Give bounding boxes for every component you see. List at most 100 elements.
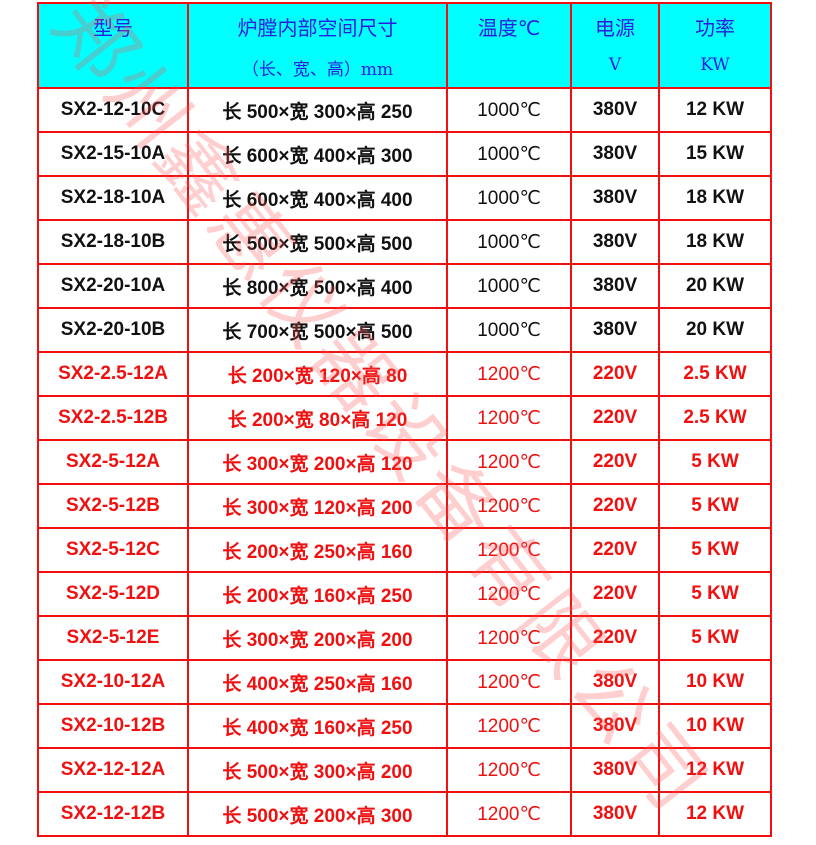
size-cell: 长 300×宽 200×高 120: [187, 439, 448, 485]
voltage-cell: 380V: [570, 263, 660, 309]
size-cell: 长 600×宽 400×高 400: [187, 175, 448, 221]
table-row: SX2-10-12A 长 400×宽 250×高 160 1200℃ 380V 10 K…: [37, 659, 772, 705]
voltage-cell: 380V: [570, 87, 660, 133]
temp-cell: 1200℃: [446, 659, 572, 705]
table-row: SX2-12-12A 长 500×宽 300×高 200 1200℃ 380V 12 K…: [37, 747, 772, 793]
voltage-cell: 220V: [570, 395, 660, 441]
table-row: SX2-2.5-12A 长 200×宽 120×高 80 1200℃ 220V 2.5 …: [37, 351, 772, 397]
voltage-cell: 380V: [570, 307, 660, 353]
temp-cell: 1200℃: [446, 791, 572, 837]
size-cell: 长 200×宽 250×高 160: [187, 527, 448, 573]
power-cell: 20 KW: [658, 263, 772, 309]
header-row: 型号 炉膛内部空间尺寸 （长、宽、高）mm 温度℃ 电源 V 功率 KW: [37, 2, 772, 89]
power-cell: 5 KW: [658, 571, 772, 617]
header-voltage: 电源 V: [570, 2, 660, 89]
power-cell: 2.5 KW: [658, 351, 772, 397]
power-cell: 5 KW: [658, 527, 772, 573]
model-cell: SX2-18-10B: [37, 219, 189, 265]
model-cell: SX2-2.5-12A: [37, 351, 189, 397]
temp-cell: 1200℃: [446, 615, 572, 661]
power-cell: 5 KW: [658, 483, 772, 529]
voltage-cell: 380V: [570, 219, 660, 265]
voltage-cell: 380V: [570, 131, 660, 177]
power-cell: 15 KW: [658, 131, 772, 177]
table-row: SX2-5-12C 长 200×宽 250×高 160 1200℃ 220V 5 KW: [37, 527, 772, 573]
size-cell: 长 800×宽 500×高 400: [187, 263, 448, 309]
model-cell: SX2-20-10A: [37, 263, 189, 309]
temp-cell: 1200℃: [446, 351, 572, 397]
header-model: 型号: [37, 2, 189, 89]
voltage-cell: 220V: [570, 571, 660, 617]
voltage-cell: 220V: [570, 527, 660, 573]
voltage-cell: 220V: [570, 351, 660, 397]
temp-cell: 1200℃: [446, 703, 572, 749]
spec-table: 型号 炉膛内部空间尺寸 （长、宽、高）mm 温度℃ 电源 V 功率 KW SX2-12…: [37, 2, 772, 837]
temp-cell: 1000℃: [446, 219, 572, 265]
model-cell: SX2-20-10B: [37, 307, 189, 353]
temp-cell: 1200℃: [446, 395, 572, 441]
table-row: SX2-18-10B 长 500×宽 500×高 500 1000℃ 380V 18 K…: [37, 219, 772, 265]
voltage-cell: 380V: [570, 703, 660, 749]
model-cell: SX2-5-12E: [37, 615, 189, 661]
model-cell: SX2-10-12B: [37, 703, 189, 749]
table-row: SX2-5-12E 长 300×宽 200×高 200 1200℃ 220V 5 KW: [37, 615, 772, 661]
model-cell: SX2-12-12B: [37, 791, 189, 837]
header-temp: 温度℃: [446, 2, 572, 89]
model-cell: SX2-18-10A: [37, 175, 189, 221]
table-row: SX2-12-10C 长 500×宽 300×高 250 1000℃ 380V 12 K…: [37, 87, 772, 133]
voltage-cell: 380V: [570, 791, 660, 837]
voltage-cell: 220V: [570, 439, 660, 485]
table-row: SX2-20-10A 长 800×宽 500×高 400 1000℃ 380V 20 K…: [37, 263, 772, 309]
table-row: SX2-18-10A 长 600×宽 400×高 400 1000℃ 380V 18 K…: [37, 175, 772, 221]
power-cell: 12 KW: [658, 87, 772, 133]
temp-cell: 1000℃: [446, 87, 572, 133]
size-cell: 长 400×宽 160×高 250: [187, 703, 448, 749]
size-cell: 长 500×宽 200×高 300: [187, 791, 448, 837]
model-cell: SX2-5-12D: [37, 571, 189, 617]
power-cell: 20 KW: [658, 307, 772, 353]
power-cell: 12 KW: [658, 791, 772, 837]
size-cell: 长 700×宽 500×高 500: [187, 307, 448, 353]
table-row: SX2-5-12A 长 300×宽 200×高 120 1200℃ 220V 5 KW: [37, 439, 772, 485]
header-power: 功率 KW: [658, 2, 772, 89]
power-cell: 10 KW: [658, 703, 772, 749]
table-row: SX2-12-12B 长 500×宽 200×高 300 1200℃ 380V 12 K…: [37, 791, 772, 837]
size-cell: 长 400×宽 250×高 160: [187, 659, 448, 705]
model-cell: SX2-12-12A: [37, 747, 189, 793]
size-cell: 长 200×宽 80×高 120: [187, 395, 448, 441]
voltage-cell: 220V: [570, 483, 660, 529]
temp-cell: 1000℃: [446, 263, 572, 309]
size-cell: 长 500×宽 300×高 200: [187, 747, 448, 793]
power-cell: 18 KW: [658, 219, 772, 265]
temp-cell: 1000℃: [446, 307, 572, 353]
model-cell: SX2-12-10C: [37, 87, 189, 133]
table-row: SX2-10-12B 长 400×宽 160×高 250 1200℃ 380V 10 K…: [37, 703, 772, 749]
power-cell: 10 KW: [658, 659, 772, 705]
power-cell: 18 KW: [658, 175, 772, 221]
voltage-cell: 220V: [570, 615, 660, 661]
temp-cell: 1200℃: [446, 439, 572, 485]
table-row: SX2-2.5-12B 长 200×宽 80×高 120 1200℃ 220V 2.5 …: [37, 395, 772, 441]
size-cell: 长 200×宽 120×高 80: [187, 351, 448, 397]
table-row: SX2-20-10B 长 700×宽 500×高 500 1000℃ 380V 20 K…: [37, 307, 772, 353]
model-cell: SX2-2.5-12B: [37, 395, 189, 441]
table-row: SX2-5-12B 长 300×宽 120×高 200 1200℃ 220V 5 KW: [37, 483, 772, 529]
temp-cell: 1200℃: [446, 747, 572, 793]
model-cell: SX2-15-10A: [37, 131, 189, 177]
model-cell: SX2-10-12A: [37, 659, 189, 705]
power-cell: 2.5 KW: [658, 395, 772, 441]
voltage-cell: 380V: [570, 659, 660, 705]
temp-cell: 1200℃: [446, 527, 572, 573]
size-cell: 长 500×宽 500×高 500: [187, 219, 448, 265]
power-cell: 5 KW: [658, 439, 772, 485]
temp-cell: 1000℃: [446, 175, 572, 221]
header-size: 炉膛内部空间尺寸 （长、宽、高）mm: [187, 2, 448, 89]
voltage-cell: 380V: [570, 747, 660, 793]
model-cell: SX2-5-12A: [37, 439, 189, 485]
model-cell: SX2-5-12C: [37, 527, 189, 573]
power-cell: 5 KW: [658, 615, 772, 661]
table-row: SX2-15-10A 长 600×宽 400×高 300 1000℃ 380V 15 K…: [37, 131, 772, 177]
model-cell: SX2-5-12B: [37, 483, 189, 529]
temp-cell: 1200℃: [446, 483, 572, 529]
voltage-cell: 380V: [570, 175, 660, 221]
